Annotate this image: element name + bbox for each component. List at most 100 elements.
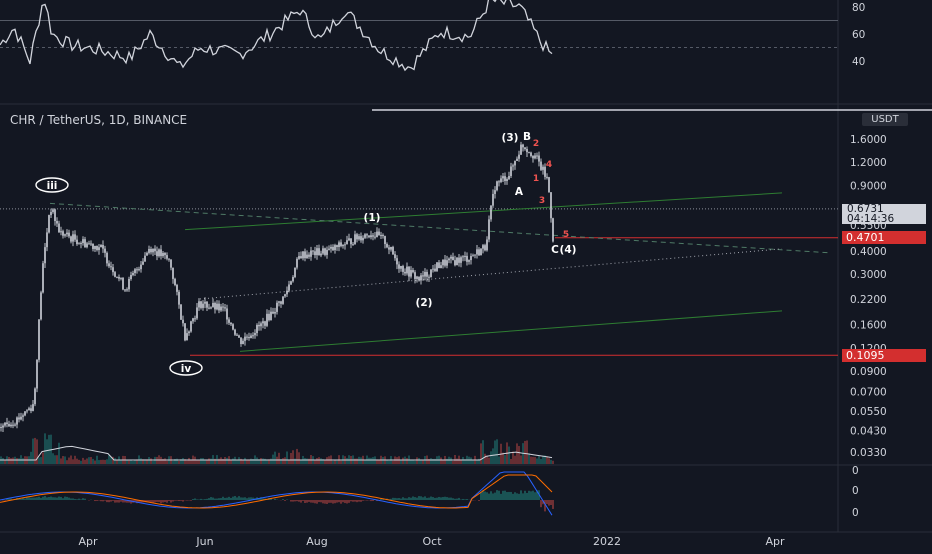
macd-histogram-bar xyxy=(206,499,207,500)
volume-bar xyxy=(418,458,419,464)
current-price-tag: 0.6731 04:14:36 xyxy=(842,204,926,224)
candle-body xyxy=(470,256,472,260)
volume-bar xyxy=(52,453,53,464)
candle-body xyxy=(196,307,198,318)
candle-body xyxy=(452,257,454,260)
volume-bar xyxy=(132,461,133,464)
macd-histogram-bar xyxy=(218,498,219,500)
volume-bar xyxy=(472,460,473,464)
candle-body xyxy=(496,181,498,190)
macd-histogram-bar xyxy=(416,498,417,500)
candle-body xyxy=(16,417,18,424)
candle-body xyxy=(190,321,192,331)
macd-pane xyxy=(0,472,554,515)
macd-histogram-bar xyxy=(420,496,421,500)
volume-bar xyxy=(188,458,189,464)
volume-bar xyxy=(246,460,247,464)
candle-body xyxy=(106,253,108,264)
candle-body xyxy=(424,272,426,277)
price-axis-label: 0.0900 xyxy=(850,366,887,378)
macd-histogram-bar xyxy=(160,500,161,503)
candle-body xyxy=(42,263,44,292)
trend-lines xyxy=(0,193,838,355)
macd-histogram-bar xyxy=(94,500,95,501)
volume-bar xyxy=(294,459,295,464)
candle-body xyxy=(522,145,524,148)
macd-histogram-bar xyxy=(246,498,247,500)
macd-histogram-bar xyxy=(316,500,317,504)
macd-histogram-bar xyxy=(350,500,351,501)
volume-bar xyxy=(244,458,245,464)
macd-histogram-bar xyxy=(306,500,307,503)
macd-histogram-bar xyxy=(522,493,523,500)
volume-bar xyxy=(542,456,543,464)
macd-histogram-bar xyxy=(282,499,283,500)
candle-body xyxy=(348,238,350,240)
macd-histogram-bar xyxy=(310,500,311,503)
volume-bar xyxy=(86,458,87,464)
candle-body xyxy=(258,325,260,326)
candle-body xyxy=(172,268,174,279)
macd-histogram-bar xyxy=(354,500,355,502)
candle-body xyxy=(60,231,62,232)
macd-histogram-bar xyxy=(20,499,21,500)
volume-bars xyxy=(0,433,554,464)
candle-body xyxy=(236,335,238,336)
candle-body xyxy=(290,281,292,284)
candle-body xyxy=(288,284,290,290)
candle-body xyxy=(234,330,236,335)
volume-bar xyxy=(128,461,129,464)
price-candles xyxy=(0,142,554,432)
macd-histogram-bar xyxy=(336,500,337,503)
macd-histogram-bar xyxy=(516,493,517,500)
macd-histogram-bar xyxy=(520,490,521,500)
candle-body xyxy=(174,279,176,285)
macd-histogram-bar xyxy=(180,500,181,501)
macd-histogram-bar xyxy=(466,499,467,500)
macd-axis-label: 0 xyxy=(852,485,859,497)
volume-bar xyxy=(318,457,319,464)
candle-body xyxy=(548,177,550,192)
macd-histogram-bar xyxy=(284,500,285,501)
candle-body xyxy=(128,279,130,289)
macd-histogram-bar xyxy=(220,498,221,500)
candle-body xyxy=(472,255,474,256)
candle-body xyxy=(528,152,530,153)
volume-bar xyxy=(516,443,517,464)
macd-axis-label: 0 xyxy=(852,507,859,519)
candle-body xyxy=(414,272,416,279)
volume-bar xyxy=(120,460,121,464)
candle-body xyxy=(160,249,162,256)
macd-histogram-bar xyxy=(156,500,157,502)
rsi-line xyxy=(0,0,552,70)
rsi-pane xyxy=(0,0,838,70)
candle-body xyxy=(466,256,468,262)
volume-bar xyxy=(430,458,431,464)
macd-histogram-bar xyxy=(372,500,373,501)
candle-body xyxy=(146,253,148,256)
macd-histogram-bar xyxy=(434,498,435,500)
candle-body xyxy=(436,262,438,270)
volume-bar xyxy=(104,460,105,464)
sub-wave-label-5: 5 xyxy=(563,230,569,240)
candle-body xyxy=(418,277,420,281)
candle-body xyxy=(406,267,408,274)
macd-histogram-bar xyxy=(458,498,459,500)
price-axis-label: 0.0430 xyxy=(850,426,887,438)
macd-histogram-bar xyxy=(518,494,519,500)
volume-bar xyxy=(250,459,251,464)
wave-label-1: (1) xyxy=(364,212,381,224)
volume-bar xyxy=(490,451,491,464)
macd-histogram-bar xyxy=(232,497,233,500)
macd-histogram-bar xyxy=(464,499,465,500)
price-axis-label: 1.6000 xyxy=(850,134,887,146)
candle-body xyxy=(540,162,542,170)
candle-body xyxy=(388,247,390,249)
candle-body xyxy=(224,307,226,308)
volume-bar xyxy=(150,458,151,464)
candle-body xyxy=(314,251,316,255)
macd-histogram-bar xyxy=(338,500,339,502)
currency-badge[interactable]: USDT xyxy=(862,113,908,126)
macd-histogram-bar xyxy=(208,498,209,500)
